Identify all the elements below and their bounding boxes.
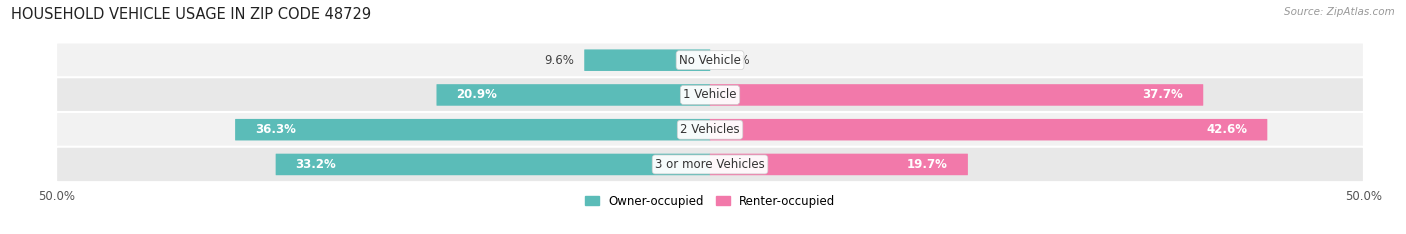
FancyBboxPatch shape [56, 42, 1364, 78]
FancyBboxPatch shape [585, 49, 710, 71]
Text: HOUSEHOLD VEHICLE USAGE IN ZIP CODE 48729: HOUSEHOLD VEHICLE USAGE IN ZIP CODE 4872… [11, 7, 371, 22]
Text: 42.6%: 42.6% [1206, 123, 1247, 136]
Text: 2 Vehicles: 2 Vehicles [681, 123, 740, 136]
FancyBboxPatch shape [56, 147, 1364, 182]
Text: 19.7%: 19.7% [907, 158, 948, 171]
Text: 1 Vehicle: 1 Vehicle [683, 88, 737, 102]
Text: Source: ZipAtlas.com: Source: ZipAtlas.com [1284, 7, 1395, 17]
Text: 0.0%: 0.0% [720, 54, 751, 67]
Text: No Vehicle: No Vehicle [679, 54, 741, 67]
Text: 33.2%: 33.2% [295, 158, 336, 171]
FancyBboxPatch shape [276, 154, 710, 175]
FancyBboxPatch shape [710, 119, 1267, 140]
Text: 20.9%: 20.9% [457, 88, 498, 102]
FancyBboxPatch shape [710, 84, 1204, 106]
Legend: Owner-occupied, Renter-occupied: Owner-occupied, Renter-occupied [585, 194, 835, 208]
Text: 37.7%: 37.7% [1143, 88, 1184, 102]
Text: 36.3%: 36.3% [254, 123, 295, 136]
FancyBboxPatch shape [56, 77, 1364, 113]
FancyBboxPatch shape [56, 112, 1364, 147]
FancyBboxPatch shape [235, 119, 710, 140]
FancyBboxPatch shape [436, 84, 710, 106]
Text: 3 or more Vehicles: 3 or more Vehicles [655, 158, 765, 171]
FancyBboxPatch shape [710, 154, 967, 175]
Text: 9.6%: 9.6% [544, 54, 574, 67]
